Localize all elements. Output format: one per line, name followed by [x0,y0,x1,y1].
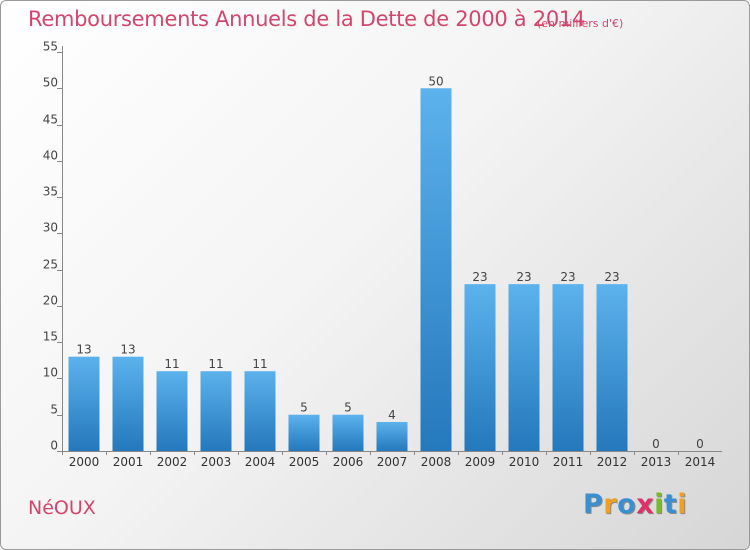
commune-name: NéOUX [28,497,96,519]
value-label-2014: 0 [696,437,704,451]
x-tick-label: 2000 [69,455,100,469]
logo-letter: x [636,489,655,520]
value-label-2007: 4 [388,408,396,422]
y-tick-label: 40 [43,149,58,163]
x-tick-label: 2008 [421,455,452,469]
bar-2001 [112,356,144,451]
proxiti-logo: Proxiti [583,489,687,520]
x-tick-label: 2005 [289,455,320,469]
y-tick-label: 10 [43,366,58,380]
x-tick-label: 2014 [685,455,716,469]
x-tick-label: 2002 [157,455,188,469]
value-label-2010: 23 [516,270,531,284]
chart-title: Remboursements Annuels de la Dette de 20… [28,7,585,31]
value-label-2005: 5 [300,401,308,415]
logo-letter: i [654,489,664,520]
x-tick-label: 2003 [201,455,232,469]
bar-2012 [596,284,628,451]
value-label-2002: 11 [164,357,179,371]
x-tick-label: 2007 [377,455,408,469]
y-tick-label: 15 [43,330,58,344]
y-tick-label: 0 [50,439,58,453]
y-tick-label: 50 [43,76,58,90]
value-label-2004: 11 [252,357,267,371]
y-tick-label: 55 [43,40,58,54]
logo-letter: i [677,489,688,520]
value-label-2013: 0 [652,437,660,451]
bar-2004 [244,371,276,451]
bar-2003 [200,371,232,451]
value-label-2008: 50 [428,74,443,88]
bar-2009 [464,284,496,451]
value-label-2001: 13 [120,343,135,357]
x-tick-label: 2001 [113,455,144,469]
y-tick-label: 25 [43,258,58,272]
x-tick-label: 2009 [465,455,496,469]
logo-letter: r [603,489,618,520]
x-tick-label: 2012 [597,455,628,469]
x-tick-label: 2004 [245,455,276,469]
value-label-2009: 23 [472,270,487,284]
bar-2005 [288,414,320,451]
logo-letter: P [583,489,604,520]
chart-unit: (en milliers d'€) [537,17,624,30]
bar-2002 [156,371,188,451]
bar-2000 [68,356,100,451]
y-tick-label: 45 [43,113,58,127]
y-tick-label: 35 [43,185,58,199]
bar-2007 [376,421,408,451]
value-label-2000: 13 [76,343,91,357]
x-tick-label: 2010 [509,455,540,469]
y-tick-label: 5 [50,403,58,417]
y-tick-label: 20 [43,294,58,308]
value-label-2003: 11 [208,357,223,371]
x-tick-label: 2013 [641,455,672,469]
bar-2006 [332,414,364,451]
x-tick-label: 2011 [553,455,584,469]
bar-2011 [552,284,584,451]
x-tick-label: 2006 [333,455,364,469]
bar-2008 [420,88,452,451]
value-label-2006: 5 [344,401,352,415]
bar-2010 [508,284,540,451]
value-label-2011: 23 [560,270,575,284]
y-tick-label: 30 [43,221,58,235]
logo-letter: t [663,489,678,520]
logo-letter: o [617,489,637,520]
value-label-2012: 23 [604,270,619,284]
